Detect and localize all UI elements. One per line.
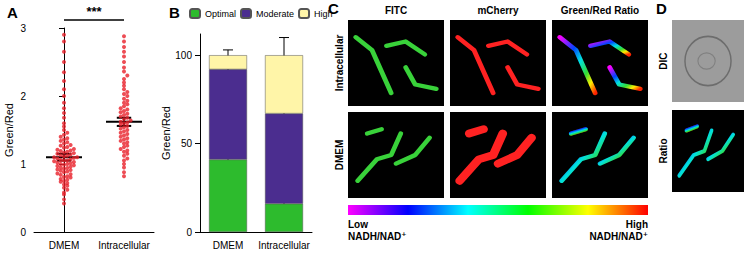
svg-text:Green/Red: Green/Red [3, 103, 15, 157]
svg-text:DMEM: DMEM [213, 240, 244, 251]
svg-text:Intracellular: Intracellular [258, 240, 310, 251]
svg-text:DMEM: DMEM [49, 240, 80, 251]
svg-text:50: 50 [181, 138, 193, 149]
html-text:D: D [656, 0, 667, 17]
svg-text:2: 2 [20, 91, 26, 102]
html-text:Green/Red Ratio: Green/Red Ratio [560, 5, 640, 16]
svg-text:3: 3 [20, 23, 26, 34]
html-text:High NADH/NAD⁺: High NADH/NAD⁺ [589, 219, 648, 242]
svg-text:100: 100 [175, 50, 192, 61]
html-text:FITC: FITC [384, 5, 408, 16]
html-text:Low NADH/NAD⁺: Low NADH/NAD⁺ [348, 219, 407, 242]
svg-text:B: B [169, 4, 180, 21]
svg-text:0: 0 [20, 227, 26, 238]
html-text:DIC: DIC [658, 52, 669, 70]
svg-text:Moderate: Moderate [256, 9, 294, 19]
html-text:Intracellular: Intracellular [334, 34, 345, 92]
svg-text:High: High [314, 8, 333, 19]
svg-text:***: *** [86, 4, 102, 19]
svg-text:Intracellular: Intracellular [98, 240, 150, 251]
html-text:Ratio: Ratio [658, 138, 669, 164]
svg-text:1: 1 [20, 159, 26, 170]
svg-text:0: 0 [186, 227, 192, 238]
html-text:mCherry: mCherry [477, 5, 519, 16]
svg-text:Green/Red: Green/Red [160, 106, 172, 160]
html-text:DMEM: DMEM [334, 139, 345, 171]
html-text:C: C [328, 0, 339, 17]
svg-text:A: A [7, 4, 18, 21]
svg-text:Optimal: Optimal [205, 9, 236, 19]
